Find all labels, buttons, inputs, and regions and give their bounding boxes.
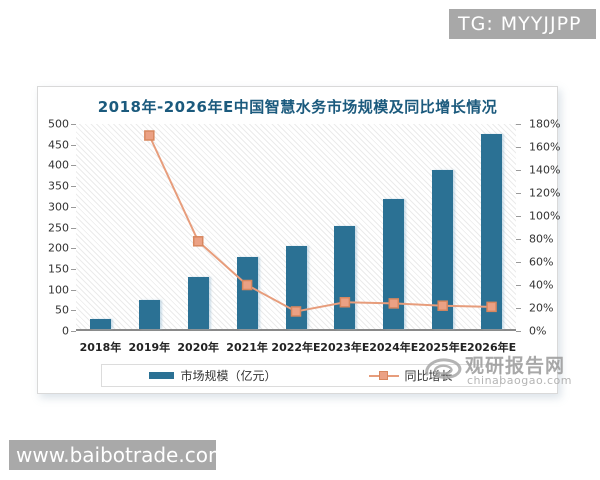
y-axis-left-label-200: 200 — [48, 241, 69, 255]
y-axis-left-label-500: 500 — [48, 117, 69, 131]
line-marker-2024年E — [388, 298, 400, 309]
site-watermark-bar: www.baibotrade.com — [9, 440, 227, 470]
line-marker-2020年 — [192, 236, 204, 247]
y-axis-left-label-0: 0 — [62, 324, 69, 338]
y-axis-right-label-180: 180% — [529, 117, 561, 131]
y-axis-left-label-50: 50 — [55, 303, 69, 317]
y-axis-left-tick — [71, 289, 76, 291]
y-axis-right-tick — [516, 239, 521, 240]
line-marker-2022年E — [290, 306, 302, 317]
y-axis-right-tick — [516, 193, 521, 194]
line-swatch-icon — [368, 371, 399, 380]
y-axis-left-label-300: 300 — [48, 200, 69, 214]
y-axis-left-tick — [71, 248, 76, 250]
y-axis-right-tick — [516, 170, 521, 171]
tg-contact-badge: TG: MYYJJPP — [449, 9, 596, 39]
x-axis-label-2025年E: 2025年E — [418, 341, 468, 354]
y-axis-left-tick — [71, 206, 76, 208]
y-axis-right-tick — [516, 124, 521, 125]
bar-2021年 — [236, 256, 258, 329]
y-axis-right-label-100: 100% — [529, 209, 561, 223]
y-axis-left-label-350: 350 — [48, 179, 69, 193]
y-axis-left-label-250: 250 — [48, 221, 69, 234]
bar-2019年 — [138, 300, 160, 329]
x-axis-label-2023年E: 2023年E — [320, 341, 370, 354]
bar-2018年 — [89, 318, 111, 329]
y-axis-right-tick — [516, 216, 521, 217]
line-marker-2025年E — [437, 300, 448, 311]
y-axis-right-label-20: 20% — [529, 301, 554, 315]
x-axis-label-2018年: 2018年 — [79, 341, 122, 354]
plot-area: 0 50 100 150 200 250 300 350 400 450 500 0% 20% 40% 60… — [48, 118, 560, 355]
x-axis-label-2026年E: 2026年E — [466, 341, 517, 354]
x-axis-label-2020年: 2020年 — [177, 341, 220, 354]
chart-title: 2018年-2026年E中国智慧水务市场规模及同比增长情况 — [97, 98, 498, 116]
line-marker-2026年E — [486, 301, 497, 313]
bar-2026年E — [481, 134, 503, 329]
y-axis-right-label-60: 60% — [529, 255, 554, 269]
y-axis-left-tick — [71, 331, 76, 332]
growth-line — [148, 135, 492, 313]
line-marker-2023年E — [339, 297, 351, 308]
bar-2020年 — [187, 277, 209, 329]
x-axis-label-2022年E: 2022年E — [271, 341, 321, 354]
y-axis-right-label-140: 140% — [529, 163, 561, 177]
y-axis-left-label-100: 100 — [48, 283, 69, 297]
y-axis-right-tick — [516, 147, 521, 148]
line-marker-2021年 — [241, 279, 253, 291]
chart-panel: 2018年-2026年E中国智慧水务市场规模及同比增长情况 0 50 100 150 2… — [37, 86, 560, 394]
brand-watermark: 观研报告网 chinabaogao.com — [421, 349, 572, 391]
y-axis-left-tick — [71, 227, 76, 229]
y-axis-left-tick — [71, 144, 76, 146]
brand-name: 观研报告网 — [465, 355, 566, 377]
chart-legend: 市场规模（亿元） 同比增长 — [101, 364, 501, 387]
x-axis-label-2024年E: 2024年E — [369, 341, 419, 354]
line-marker-2019年 — [144, 130, 155, 141]
y-axis-right-label-80: 80% — [529, 232, 554, 246]
y-axis-left-label-400: 400 — [48, 158, 69, 172]
y-axis-left-tick — [71, 165, 76, 167]
y-axis-left-label-150: 150 — [48, 262, 69, 276]
x-axis-label-2021年: 2021年 — [226, 341, 268, 354]
legend-item-market-scale: 市场规模（亿元） — [149, 367, 277, 384]
eye-swoosh-logo-icon — [425, 358, 462, 379]
y-axis-left-tick — [71, 186, 76, 188]
y-axis-right-label-0: 0% — [529, 324, 547, 338]
y-axis-left-tick — [71, 268, 76, 270]
legend-label: 市场规模（亿元） — [180, 369, 277, 383]
x-axis-label-2019年: 2019年 — [128, 341, 171, 354]
y-axis-right-tick — [516, 308, 521, 309]
y-axis-left-tick — [71, 124, 76, 125]
bar-swatch-icon — [149, 372, 175, 379]
y-axis-right-label-40: 40% — [529, 278, 554, 292]
growth-line-layer — [144, 130, 497, 317]
y-axis-left-tick — [71, 310, 76, 312]
y-axis-right-tick — [516, 331, 521, 332]
bar-2025年E — [432, 169, 454, 329]
y-axis-right-label-160: 160% — [529, 140, 561, 154]
bar-2024年E — [383, 198, 405, 329]
y-axis-left-label-450: 450 — [48, 138, 69, 152]
y-axis-right-label-120: 120% — [529, 186, 561, 200]
y-axis-right-tick — [516, 285, 521, 286]
brand-domain: chinabaogao.com — [467, 374, 572, 387]
y-axis-right-tick — [516, 262, 521, 263]
